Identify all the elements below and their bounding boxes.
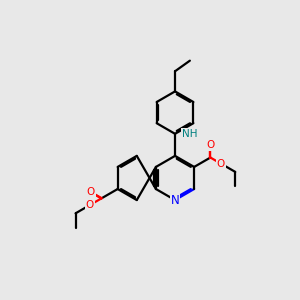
Text: N: N [171,194,179,207]
Text: O: O [206,140,214,150]
Text: O: O [87,187,95,197]
Text: NH: NH [182,129,197,139]
Text: O: O [86,200,94,210]
Text: O: O [217,159,225,169]
